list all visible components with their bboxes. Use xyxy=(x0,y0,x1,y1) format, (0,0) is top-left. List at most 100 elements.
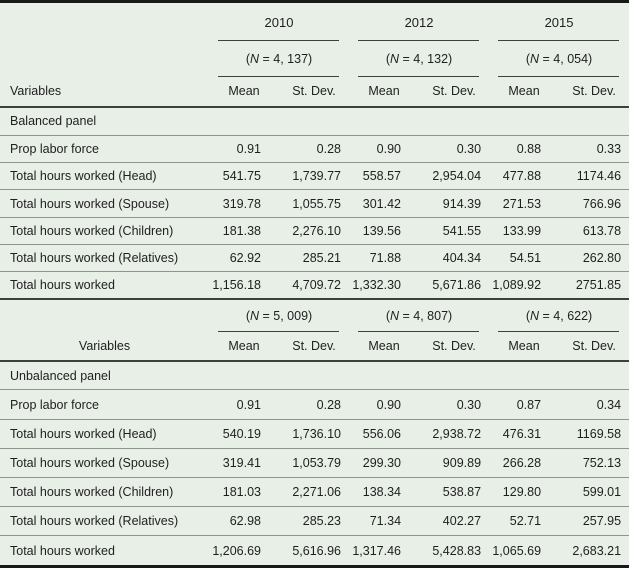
year-header-2010: 2010 xyxy=(209,3,349,42)
cell-stdev-2012: 0.30 xyxy=(419,389,490,420)
section-row-balanced: Balanced panel xyxy=(0,105,629,136)
sample-size-row-top: (N = 4, 137) (N = 4, 132) (N = 4, 054) xyxy=(0,41,629,78)
row-label: Total hours worked (Children) xyxy=(0,476,209,507)
n-label-2015: (N = 4, 054) xyxy=(525,52,593,67)
cell-stdev-2010: 0.28 xyxy=(279,135,350,163)
cell-stdev-2012: 404.34 xyxy=(419,243,490,272)
cell-stdev-2010: 0.28 xyxy=(279,389,350,420)
table-row: Total hours worked (Relatives) 62.98 285… xyxy=(0,506,629,536)
cell-mean-2010: 1,206.69 xyxy=(209,535,279,565)
row-label: Total hours worked xyxy=(0,270,209,299)
cell-stdev-2010: 1,736.10 xyxy=(279,418,350,449)
mean-header-2015: Mean xyxy=(508,338,540,353)
cell-stdev-2010: 4,709.72 xyxy=(279,270,350,299)
mean-header-2012: Mean xyxy=(368,338,400,353)
n-label-2012: (N = 4, 132) xyxy=(385,52,453,67)
cell-mean-2010: 1,156.18 xyxy=(209,270,279,299)
cell-mean-2012: 0.90 xyxy=(349,135,420,163)
cell-stdev-2010: 1,053.79 xyxy=(279,447,350,478)
group-underline xyxy=(498,76,620,78)
cell-mean-2012: 556.06 xyxy=(349,418,420,449)
n-label-2010-unbalanced: (N = 5, 009) xyxy=(245,308,313,323)
cell-stdev-2015: 752.13 xyxy=(559,447,629,478)
variables-header: Variables xyxy=(10,84,62,99)
cell-mean-2010: 0.91 xyxy=(209,135,279,163)
group-underline xyxy=(218,330,340,332)
n-label-2015-unbalanced: (N = 4, 622) xyxy=(525,308,593,323)
cell-stdev-2012: 2,954.04 xyxy=(419,162,490,190)
year-header-row: 2010 2012 2015 xyxy=(0,3,629,42)
n-row-spacer xyxy=(0,297,209,332)
table-row: Total hours worked (Children) 181.03 2,2… xyxy=(0,476,629,507)
cell-mean-2010: 62.92 xyxy=(209,243,279,272)
cell-mean-2010: 319.41 xyxy=(209,447,279,478)
cell-stdev-2012: 909.89 xyxy=(419,447,490,478)
stdev-header-2015: St. Dev. xyxy=(572,84,616,99)
row-label: Total hours worked (Children) xyxy=(0,216,209,245)
group-underline xyxy=(218,40,340,42)
year-label-2012: 2012 xyxy=(404,14,434,30)
row-label: Total hours worked xyxy=(0,535,209,565)
cell-mean-2012: 1,317.46 xyxy=(349,535,420,565)
cell-stdev-2015: 599.01 xyxy=(559,476,629,507)
cell-mean-2010: 541.75 xyxy=(209,162,279,190)
stdev-header-2010: St. Dev. xyxy=(292,338,336,353)
cell-mean-2012: 1,332.30 xyxy=(349,270,420,299)
cell-stdev-2012: 538.87 xyxy=(419,476,490,507)
stdev-header-2012: St. Dev. xyxy=(432,84,476,99)
n-header-2010-unbalanced: (N = 5, 009) xyxy=(209,297,350,332)
cell-stdev-2010: 2,271.06 xyxy=(279,476,350,507)
cell-mean-2015: 1,065.69 xyxy=(489,535,560,565)
stdev-header-2015: St. Dev. xyxy=(572,338,616,353)
cell-mean-2015: 477.88 xyxy=(489,162,560,190)
n-label-2012-unbalanced: (N = 4, 807) xyxy=(385,308,453,323)
n-header-2012: (N = 4, 132) xyxy=(349,41,489,78)
year-label-2015: 2015 xyxy=(544,14,574,30)
table-row: Total hours worked (Head) 540.19 1,736.1… xyxy=(0,418,629,449)
column-header-row-bottom: Variables Mean St. Dev. Mean St. Dev. Me… xyxy=(0,332,629,361)
n-header-2012-unbalanced: (N = 4, 807) xyxy=(349,297,490,332)
cell-stdev-2010: 5,616.96 xyxy=(279,535,350,565)
cell-stdev-2015: 262.80 xyxy=(559,243,629,272)
mean-header-2015: Mean xyxy=(508,84,540,99)
row-label: Total hours worked (Spouse) xyxy=(0,447,209,478)
stdev-header-2010: St. Dev. xyxy=(292,84,336,99)
cell-stdev-2015: 257.95 xyxy=(559,506,629,536)
cell-mean-2012: 138.34 xyxy=(349,476,420,507)
table-row: Total hours worked (Children) 181.38 2,2… xyxy=(0,216,629,245)
row-label: Total hours worked (Spouse) xyxy=(0,189,209,218)
cell-stdev-2010: 285.23 xyxy=(279,506,350,536)
cell-stdev-2012: 0.30 xyxy=(419,135,490,163)
table-row: Total hours worked (Spouse) 319.41 1,053… xyxy=(0,447,629,478)
cell-mean-2015: 266.28 xyxy=(489,447,560,478)
cell-mean-2012: 299.30 xyxy=(349,447,420,478)
mean-header-2012: Mean xyxy=(368,84,400,99)
cell-mean-2015: 271.53 xyxy=(489,189,560,218)
n-label-2010: (N = 4, 137) xyxy=(245,52,313,67)
cell-mean-2010: 181.38 xyxy=(209,216,279,245)
row-label: Prop labor force xyxy=(0,389,209,420)
cell-stdev-2012: 5,428.83 xyxy=(419,535,490,565)
row-label: Total hours worked (Head) xyxy=(0,418,209,449)
n-header-2015-unbalanced: (N = 4, 622) xyxy=(489,297,629,332)
table-row: Prop labor force 0.91 0.28 0.90 0.30 0.8… xyxy=(0,389,629,420)
year-label-2010: 2010 xyxy=(264,14,294,30)
table-row: Prop labor force 0.91 0.28 0.90 0.30 0.8… xyxy=(0,135,629,163)
cell-mean-2015: 52.71 xyxy=(489,506,560,536)
cell-mean-2012: 71.34 xyxy=(349,506,420,536)
cell-stdev-2010: 2,276.10 xyxy=(279,216,350,245)
cell-stdev-2010: 1,055.75 xyxy=(279,189,350,218)
year-header-2015: 2015 xyxy=(489,3,629,42)
cell-stdev-2012: 914.39 xyxy=(419,189,490,218)
cell-mean-2010: 0.91 xyxy=(209,389,279,420)
cell-stdev-2015: 1174.46 xyxy=(559,162,629,190)
cell-stdev-2012: 5,671.86 xyxy=(419,270,490,299)
group-underline xyxy=(218,76,340,78)
n-row-spacer xyxy=(0,41,209,77)
cell-mean-2012: 558.57 xyxy=(349,162,420,190)
mean-header-2010: Mean xyxy=(228,84,260,99)
cell-stdev-2015: 2,683.21 xyxy=(559,535,629,565)
table-row: Total hours worked (Head) 541.75 1,739.7… xyxy=(0,162,629,190)
cell-mean-2015: 0.87 xyxy=(489,389,560,420)
